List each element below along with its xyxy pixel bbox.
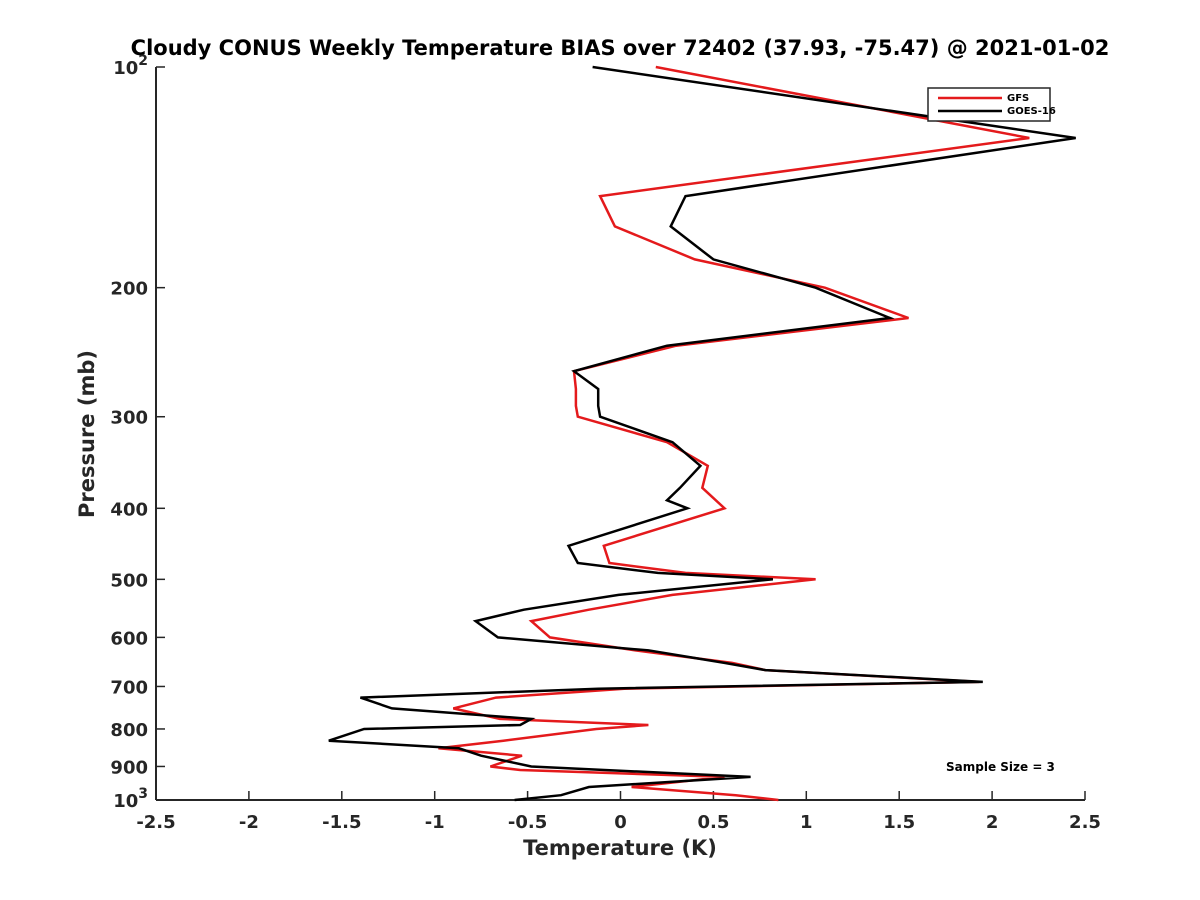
y-tick-label: 900 <box>110 757 148 778</box>
y-tick-label: 800 <box>110 720 148 741</box>
sample-size-annotation: Sample Size = 3 <box>946 760 1055 774</box>
y-tick-label: 400 <box>110 499 148 520</box>
x-tick-label: 0.5 <box>697 812 729 833</box>
plot-area: -2.5 -2 -1.5 -1 -0.5 0 0.5 1 1.5 2 2.5 102 200 300 40… <box>110 53 1101 833</box>
y-tick-label: 103 <box>113 786 148 812</box>
x-tick-label: -2 <box>239 812 259 833</box>
legend: GFS GOES-16 <box>927 87 1056 122</box>
y-axis-label: Pressure (mb) <box>75 350 99 518</box>
x-tick-label: 2 <box>986 812 999 833</box>
y-tick-label: 700 <box>110 677 148 698</box>
legend-label-gfs: GFS <box>1007 93 1029 104</box>
x-tick-label: 1 <box>800 812 813 833</box>
legend-label-goes16: GOES-16 <box>1007 106 1056 117</box>
x-tick-label: -1.5 <box>322 812 361 833</box>
x-tick-label: -1 <box>425 812 445 833</box>
y-tick-label: 200 <box>110 279 148 300</box>
x-tick-label: 1.5 <box>883 812 915 833</box>
x-tick-label: 0 <box>614 812 627 833</box>
x-tick-label: -2.5 <box>136 812 175 833</box>
x-tick-label: -0.5 <box>508 812 547 833</box>
x-axis-ticks: -2.5 -2 -1.5 -1 -0.5 0 0.5 1 1.5 2 2.5 <box>136 791 1101 833</box>
y-tick-label: 500 <box>110 570 148 591</box>
y-axis-ticks: 102 200 300 400 500 600 700 800 900 103 <box>110 53 165 812</box>
legend-box <box>927 87 1051 122</box>
x-axis-label: Temperature (K) <box>523 836 717 860</box>
y-tick-label: 102 <box>113 53 148 79</box>
y-tick-label: 600 <box>110 628 148 649</box>
chart-title: Cloudy CONUS Weekly Temperature BIAS ove… <box>131 36 1110 60</box>
series-line-goes16 <box>328 65 1076 802</box>
x-tick-label: 2.5 <box>1069 812 1101 833</box>
series-lines <box>328 65 1076 802</box>
y-tick-label: 300 <box>110 408 148 429</box>
